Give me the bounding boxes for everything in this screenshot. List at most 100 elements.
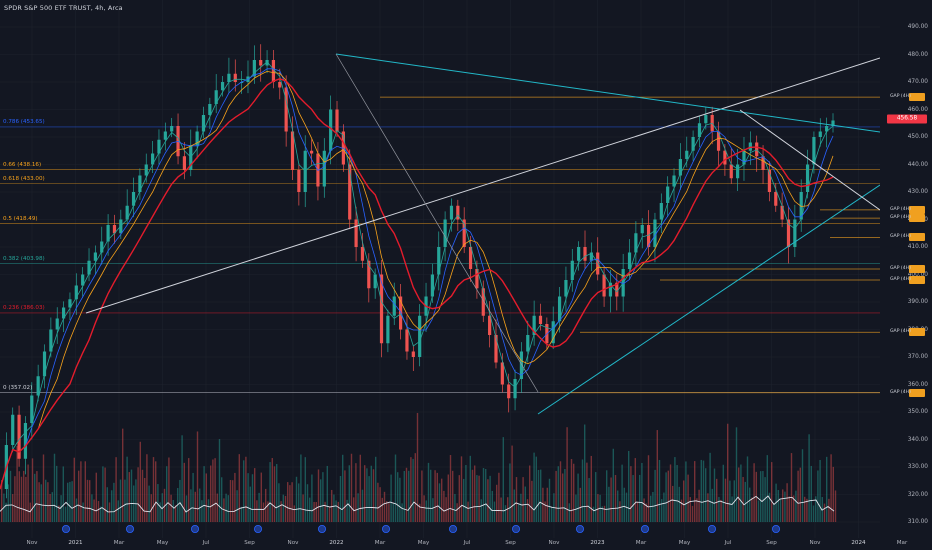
price-tick-label: 480.00: [907, 51, 928, 58]
volume-bar: [383, 491, 386, 522]
volume-bar: [291, 482, 293, 522]
volume-bar: [144, 477, 146, 522]
volume-bar: [731, 496, 733, 522]
candle-body: [532, 315, 536, 335]
volume-bar: [122, 428, 124, 522]
candle-body: [577, 247, 581, 261]
volume-bar: [394, 454, 397, 522]
volume-bar: [432, 498, 434, 522]
gap-badge: GAP (4H): [880, 214, 925, 223]
volume-bar: [606, 470, 608, 522]
earnings-marker-icon: [253, 525, 262, 534]
candle-body: [125, 205, 129, 220]
volume-bar: [551, 506, 553, 522]
volume-bar: [735, 427, 738, 522]
volume-bar: [537, 469, 540, 522]
candle-body: [538, 315, 543, 324]
volume-bar: [542, 487, 544, 522]
candle-body: [519, 351, 524, 379]
volume-bar: [298, 483, 300, 522]
volume-bar: [361, 489, 364, 522]
volume-bar: [203, 466, 205, 522]
time-tick-label: Jul: [724, 540, 732, 546]
volume-bar: [181, 435, 183, 522]
candle-body: [23, 423, 28, 459]
volume-bar: [14, 476, 16, 522]
volume-bar: [192, 472, 194, 522]
volume-bar: [636, 502, 639, 522]
volume-bar: [89, 480, 91, 522]
price-tick-label: 350.00: [907, 409, 928, 415]
volume-bar: [111, 490, 113, 522]
volume-bar: [227, 495, 229, 522]
candle-body: [774, 192, 778, 206]
volume-bar: [381, 497, 383, 522]
volume-bar: [9, 470, 12, 522]
earnings-marker-icon: [708, 525, 717, 534]
volume-bar: [5, 502, 7, 522]
volume-bar: [496, 484, 498, 522]
time-tick-label: Nov: [26, 540, 38, 546]
volume-bar: [804, 496, 806, 522]
volume-bar: [623, 487, 625, 522]
candle-body: [685, 150, 689, 159]
volume-bar: [7, 484, 9, 522]
volume-bar: [744, 481, 746, 522]
gap-badge-label: GAP (4H): [890, 266, 911, 271]
price-axis[interactable]: 490.00 480.00 470.00 460.00 450.00 440.00 430.…: [880, 0, 932, 538]
time-tick-label: Mar: [896, 540, 908, 546]
candle-body: [627, 252, 632, 269]
volume-bar: [166, 466, 168, 522]
earnings-marker-icon: [576, 525, 585, 534]
volume-bar: [702, 460, 705, 522]
volume-bar: [469, 455, 471, 522]
price-chart[interactable]: [0, 0, 880, 538]
volume-bar: [104, 467, 106, 522]
volume-bar: [806, 498, 808, 522]
gap-badge: GAP (4H): [880, 93, 925, 102]
volume-bar: [568, 503, 570, 522]
candle-body: [278, 82, 282, 88]
volume-bar: [724, 478, 727, 522]
candle-body: [392, 296, 396, 316]
time-axis[interactable]: Nov 2021 Mar May Jul Sep Nov 2022 Mar May Jul Sep No…: [0, 538, 907, 550]
price-tick-label: 320.00: [907, 491, 928, 498]
volume-bar: [658, 459, 661, 522]
candle-body: [100, 241, 104, 253]
volume-bar: [300, 454, 302, 522]
volume-bar: [614, 475, 617, 522]
volume-bar: [566, 427, 568, 522]
volume-bar: [610, 477, 612, 522]
candle-body: [87, 260, 91, 275]
candle-body: [780, 205, 784, 220]
volume-bar: [346, 499, 348, 522]
volume-bar: [588, 478, 590, 522]
volume-bar: [56, 465, 58, 522]
time-tick-label: Jul: [202, 540, 210, 546]
volume-bar: [597, 494, 599, 522]
volume-bar: [254, 468, 256, 522]
volume-bar: [698, 489, 700, 522]
candle-body: [182, 156, 187, 170]
volume-bar: [680, 499, 683, 522]
volume-bar: [137, 467, 139, 522]
volume-bar: [465, 465, 467, 522]
candle-body: [68, 299, 72, 308]
volume-bar: [573, 463, 575, 522]
volume-bar: [504, 505, 507, 522]
volume-bar: [815, 496, 817, 522]
volume-bar: [324, 501, 326, 522]
gap-badge-label: GAP (4H): [890, 215, 911, 221]
gap-badge: GAP (4H): [880, 276, 925, 284]
volume-bar: [603, 505, 606, 522]
volume-bar: [163, 488, 166, 522]
volume-bar: [577, 473, 579, 522]
volume-bar: [311, 474, 313, 522]
earnings-marker-icon: [381, 525, 390, 534]
candle-body: [430, 274, 434, 297]
candle-body: [494, 335, 498, 363]
chart-title: SPDR S&P 500 ETF TRUST, 4h, Arca: [4, 4, 123, 12]
candle-body: [309, 150, 314, 154]
ma-red-line: [0, 78, 834, 490]
